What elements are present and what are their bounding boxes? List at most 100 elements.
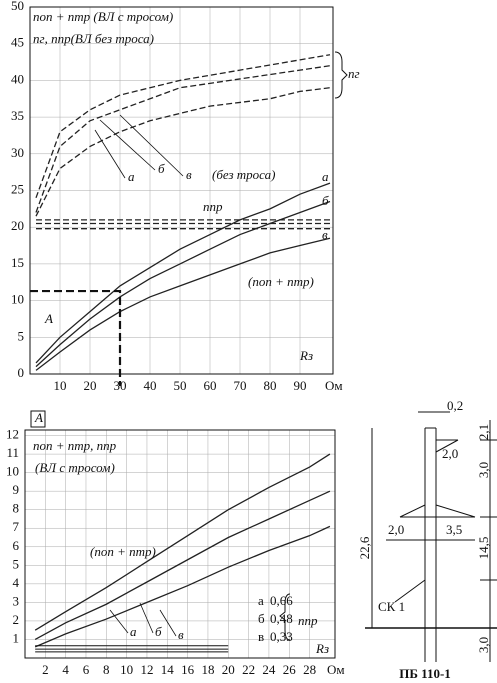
series-line xyxy=(34,453,331,631)
annotation: (без троса) xyxy=(212,167,275,182)
x-tick-label: 50 xyxy=(174,378,187,393)
level-name: в xyxy=(258,629,264,644)
annotation: а xyxy=(130,624,137,639)
level-label: 0,48 xyxy=(270,611,293,626)
series-line xyxy=(35,237,331,371)
y-tick-label: 45 xyxy=(11,35,24,50)
dim-label: 2,1 xyxy=(476,424,491,440)
x-tick-label: 6 xyxy=(83,662,90,677)
annotation: а xyxy=(322,169,329,184)
y-tick-label: 12 xyxy=(6,427,19,442)
diagram-caption: ПБ 110-1 xyxy=(399,666,451,681)
y-tick-label: 10 xyxy=(6,464,19,479)
tower-diagram xyxy=(365,411,497,662)
y-tick-label: 2 xyxy=(13,612,20,627)
y-tick-label: 35 xyxy=(11,108,24,123)
x-tick-label: 80 xyxy=(264,378,277,393)
annotation: Rз xyxy=(299,348,313,363)
leader xyxy=(394,579,426,603)
leader xyxy=(99,119,156,171)
series-line xyxy=(34,490,331,641)
x-tick-label: 4 xyxy=(62,662,69,677)
annotation: в xyxy=(178,627,184,642)
x-tick-label: 28 xyxy=(303,662,316,677)
leader xyxy=(109,609,129,634)
annotation: б xyxy=(158,161,165,176)
annotation: (nоп + nтр) xyxy=(90,544,156,559)
annotation: б xyxy=(155,624,162,639)
annotation: nпр xyxy=(203,199,223,214)
x-tick-label: 20 xyxy=(84,378,97,393)
x-tick-label: 24 xyxy=(262,662,276,677)
y-tick-label: 10 xyxy=(11,292,24,307)
y-tick-label: 5 xyxy=(13,556,20,571)
x-tick-label: 70 xyxy=(234,378,247,393)
x-tick-label: 8 xyxy=(103,662,110,677)
crossarm xyxy=(399,504,426,518)
y-tick-label: 40 xyxy=(11,71,24,86)
y-tick-label: 1 xyxy=(13,630,20,645)
level-label: 0,33 xyxy=(270,629,293,644)
leader xyxy=(119,114,184,177)
plot-frame xyxy=(24,429,336,659)
annotation: Rз xyxy=(315,641,329,656)
x-tick-label: 26 xyxy=(283,662,297,677)
x-tick-label: 10 xyxy=(120,662,133,677)
dim-label: 3,0 xyxy=(476,462,491,478)
annotation: nоп + nтр, nпр xyxy=(33,438,117,453)
ng-brace xyxy=(334,51,348,99)
annotation: б xyxy=(322,193,329,208)
level-name: а xyxy=(258,593,264,608)
marker-line xyxy=(30,289,122,386)
dim-label: 3,5 xyxy=(446,522,462,537)
y-tick-label: 4 xyxy=(13,575,20,590)
x-tick-label: 2 xyxy=(42,662,49,677)
dim-label: 14,5 xyxy=(476,537,491,560)
x-unit: Ом xyxy=(327,662,345,677)
y-tick-label: 8 xyxy=(13,501,20,516)
y-tick-label: 15 xyxy=(11,255,24,270)
y-tick-label: 25 xyxy=(11,181,24,196)
x-tick-label: 40 xyxy=(144,378,157,393)
y-tick-label: 11 xyxy=(6,445,19,460)
y-tick-label: 5 xyxy=(18,328,25,343)
y-tick-label: 0 xyxy=(18,365,25,380)
annotation: nпр xyxy=(298,613,318,628)
dim-label: 3,0 xyxy=(476,637,491,653)
x-unit: Ом xyxy=(325,378,343,393)
x-tick-label: 16 xyxy=(181,662,195,677)
dim-label: 0,2 xyxy=(447,398,463,413)
x-tick-label: 90 xyxy=(294,378,307,393)
annotation: (nоп + nтр) xyxy=(248,274,314,289)
series-line xyxy=(35,65,331,213)
leader xyxy=(94,129,126,179)
annotation: а xyxy=(128,169,135,184)
y-tick-label: 20 xyxy=(11,218,24,233)
x-tick-label: 10 xyxy=(54,378,67,393)
annotation: nг xyxy=(348,66,360,81)
level-name: б xyxy=(258,611,265,626)
y-tick-label: 3 xyxy=(13,593,20,608)
y-tick-label: 50 xyxy=(11,0,24,13)
series-line xyxy=(34,525,331,648)
annotation-box xyxy=(30,410,46,428)
series-line xyxy=(35,182,331,364)
dim-label: 22,6 xyxy=(357,536,372,559)
annotation: в xyxy=(322,227,328,242)
dim-label: СК 1 xyxy=(378,599,405,614)
series-line xyxy=(35,87,331,217)
x-tick-label: 22 xyxy=(242,662,255,677)
level-brace xyxy=(279,593,291,641)
y-tick-label: 9 xyxy=(13,482,20,497)
x-tick-label: 18 xyxy=(201,662,214,677)
y-tick-label: 7 xyxy=(13,519,20,534)
annotation: (ВЛ с тросом) xyxy=(35,460,115,475)
leader xyxy=(139,602,154,634)
dim-label: 2,0 xyxy=(388,522,404,537)
annotation: nоп + nтр (ВЛ с тросом) xyxy=(33,9,173,24)
level-label: 0,66 xyxy=(270,593,293,608)
crossarm xyxy=(435,439,459,453)
x-tick-label: 60 xyxy=(204,378,217,393)
x-tick-label: 20 xyxy=(222,662,235,677)
